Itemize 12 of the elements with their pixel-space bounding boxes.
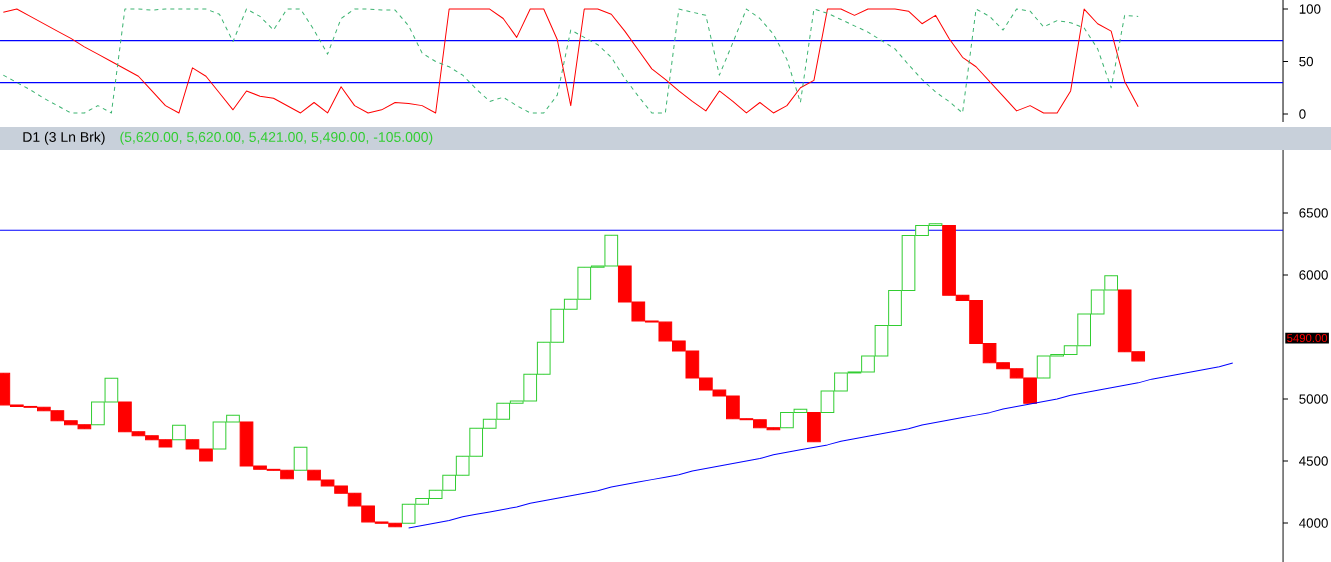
y-tick-label: 100 <box>1299 4 1321 14</box>
y-tick-label: 0 <box>1299 109 1306 119</box>
y-tick-label: 50 <box>1299 56 1314 67</box>
y-tick-label: 5000 <box>1299 394 1328 404</box>
y-tick-label: 4000 <box>1299 518 1328 528</box>
y-tick-label: 4500 <box>1299 456 1328 466</box>
y-tick-label: 6500 <box>1299 208 1328 218</box>
candlestick <box>293 446 308 471</box>
text: 5490.00 <box>1287 334 1328 343</box>
y-tick-label: 6000 <box>1299 270 1328 280</box>
chart-title: D1 (3 Ln Brk) <box>23 131 105 145</box>
chart-subtitle: (5,620.00, 5,620.00, 5,421.00, 5,490.00, -105.000) <box>120 131 433 145</box>
